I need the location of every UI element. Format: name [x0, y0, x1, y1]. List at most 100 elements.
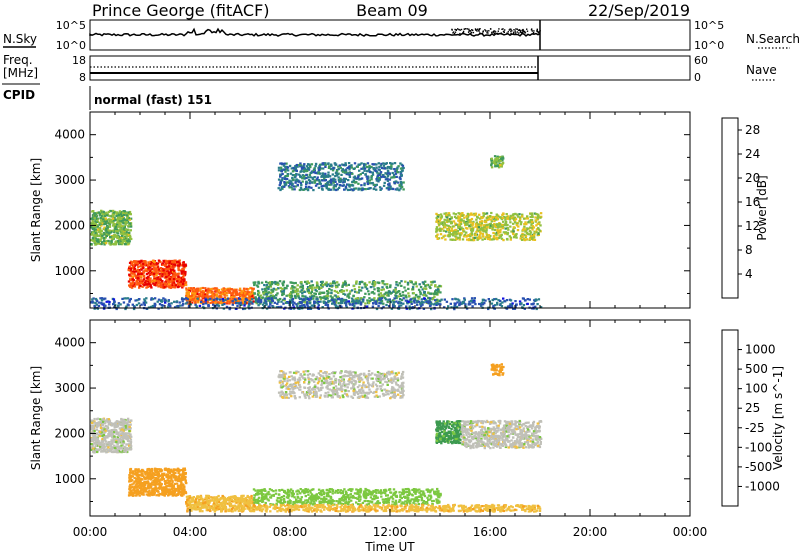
- data-cell: [282, 164, 286, 167]
- data-cell: [299, 186, 303, 189]
- data-cell: [526, 232, 529, 236]
- data-cell: [475, 218, 478, 221]
- data-cell: [117, 431, 120, 434]
- data-cell: [365, 287, 369, 290]
- data-cell: [535, 307, 538, 311]
- data-cell: [390, 291, 393, 294]
- data-cell: [106, 228, 109, 231]
- data-cell: [170, 275, 173, 278]
- data-cell: [370, 166, 373, 169]
- data-cell: [390, 307, 394, 310]
- data-cell: [102, 239, 106, 243]
- nsearch-point: [489, 28, 492, 30]
- data-cell: [380, 288, 383, 292]
- data-cell: [252, 300, 255, 303]
- data-cell: [299, 300, 302, 304]
- data-cell: [115, 423, 118, 426]
- data-cell: [423, 297, 427, 301]
- data-cell: [534, 220, 537, 223]
- nsky-strip-frame: [89, 19, 691, 51]
- data-cell: [375, 188, 378, 191]
- data-cell: [466, 217, 469, 220]
- data-cell: [497, 223, 501, 226]
- colorbar-tick-label: 8: [745, 243, 753, 257]
- data-cell: [109, 221, 112, 224]
- data-cell: [283, 168, 286, 171]
- data-cell: [446, 307, 449, 310]
- nsearch-point: [507, 31, 509, 33]
- data-cell: [318, 287, 321, 291]
- data-cell: [96, 307, 99, 310]
- data-cell: [247, 292, 250, 295]
- data-cell: [277, 187, 280, 190]
- data-cell: [113, 231, 116, 234]
- data-cell: [274, 282, 277, 286]
- data-cell: [449, 238, 452, 241]
- data-cell: [346, 183, 349, 186]
- data-cell: [347, 172, 350, 175]
- data-cell: [178, 278, 182, 281]
- data-cell: [263, 298, 267, 301]
- data-cell: [402, 188, 405, 191]
- data-cell: [111, 236, 115, 239]
- data-cell: [293, 286, 296, 289]
- data-cell: [346, 295, 349, 298]
- nsearch-point: [510, 32, 512, 34]
- data-cell: [192, 287, 195, 290]
- power-ylabel: Slant Range [km]: [29, 158, 43, 262]
- data-cell: [277, 299, 280, 302]
- data-cell: [175, 273, 178, 276]
- data-cell: [398, 176, 401, 179]
- data-cell: [223, 293, 226, 296]
- data-cell: [301, 177, 304, 180]
- data-cell: [395, 283, 398, 286]
- data-cell: [127, 443, 131, 446]
- data-cell: [111, 217, 115, 220]
- data-cell: [166, 267, 169, 271]
- data-cell: [458, 221, 461, 224]
- data-cell: [132, 307, 136, 311]
- data-cell: [351, 297, 354, 300]
- data-cell: [104, 419, 107, 422]
- data-cell: [109, 243, 112, 246]
- data-cell: [532, 233, 536, 236]
- data-cell: [458, 238, 461, 241]
- data-cell: [506, 231, 510, 234]
- nsearch-point: [475, 29, 478, 31]
- nsearch-point: [477, 28, 479, 30]
- data-cell: [289, 182, 292, 185]
- data-cell: [164, 299, 167, 302]
- data-cell: [507, 228, 510, 231]
- data-cell: [334, 284, 338, 287]
- data-cell: [277, 178, 281, 181]
- data-cell: [447, 305, 450, 308]
- data-cell: [120, 420, 123, 423]
- data-cell: [330, 179, 333, 182]
- data-cell: [117, 214, 120, 217]
- data-cell: [345, 187, 348, 190]
- data-cell: [490, 238, 494, 241]
- data-cell: [148, 277, 152, 280]
- data-cell: [222, 291, 225, 294]
- data-cell: [525, 231, 529, 234]
- nsearch-point: [459, 32, 461, 35]
- data-cell: [182, 264, 185, 267]
- data-cell: [292, 291, 295, 294]
- data-cell: [454, 228, 457, 231]
- data-cell: [321, 284, 325, 287]
- data-cell: [102, 298, 105, 301]
- nsearch-point: [494, 30, 496, 32]
- data-cell: [119, 428, 122, 432]
- nsearch-point: [462, 30, 465, 33]
- data-cell: [157, 268, 161, 271]
- data-cell: [492, 236, 495, 240]
- data-cell: [398, 304, 401, 307]
- data-cell: [523, 307, 526, 310]
- data-cell: [313, 300, 316, 303]
- data-cell: [309, 171, 312, 174]
- data-cell: [368, 297, 371, 300]
- data-cell: [497, 299, 500, 302]
- data-cell: [351, 184, 355, 187]
- data-cell: [149, 283, 152, 286]
- data-cell: [92, 449, 95, 452]
